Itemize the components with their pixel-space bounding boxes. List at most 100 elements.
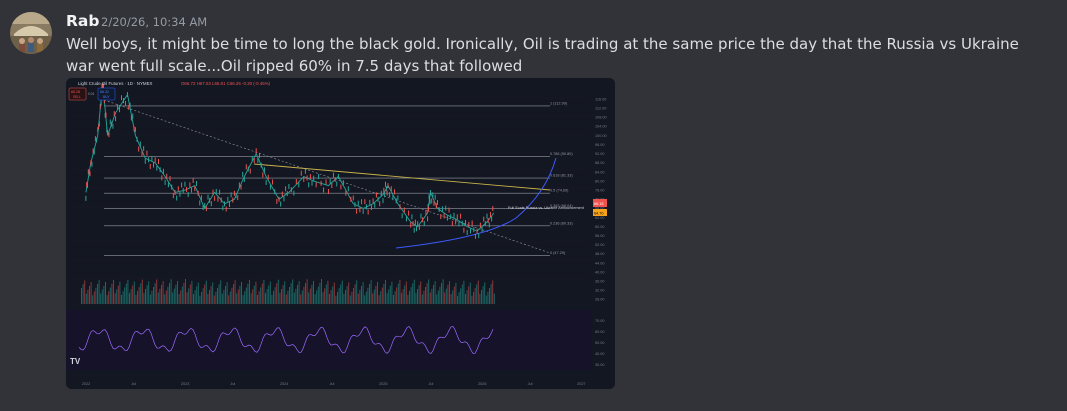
price-candle: [328, 189, 330, 195]
avatar[interactable]: [10, 12, 52, 54]
price-candle: [227, 196, 229, 202]
price-candle: [232, 197, 234, 203]
y-axis-tick-label: 80.00: [595, 179, 605, 183]
volume-bar: [188, 288, 190, 304]
price-candle: [243, 176, 245, 182]
price-candle: [245, 164, 247, 170]
price-candle: [102, 83, 104, 89]
price-candle: [215, 188, 217, 194]
volume-bar: [458, 292, 460, 304]
price-candle: [471, 220, 473, 226]
price-candle: [111, 121, 113, 127]
y-axis-tick-label: 48.00: [595, 252, 605, 256]
volume-bar: [258, 291, 260, 304]
volume-bar: [121, 295, 122, 304]
price-candle: [308, 182, 310, 188]
price-candle: [374, 202, 376, 208]
ohlc-readout: O66.72 H67.03 L65.81 C66.25 -0.30 (-0.45…: [181, 81, 271, 86]
price-candle: [103, 98, 105, 104]
price-candle: [259, 152, 261, 158]
price-candle: [483, 216, 485, 222]
volume-bar: [492, 280, 494, 304]
volume-bar: [490, 284, 492, 304]
volume-bar: [153, 287, 154, 304]
volume-bar: [404, 285, 406, 304]
volume-bar: [178, 294, 180, 304]
x-axis-tick-label: Jul: [329, 382, 334, 386]
volume-bar: [265, 293, 266, 304]
volume-bar: [493, 293, 495, 304]
price-candle: [98, 124, 100, 130]
volume-bar: [370, 280, 372, 304]
price-candle: [222, 205, 224, 211]
x-axis-tick-label: Jul: [131, 382, 136, 386]
price-candle: [124, 101, 126, 107]
volume-bar: [394, 291, 396, 304]
volume-bar: [305, 283, 306, 304]
price-candle: [416, 226, 418, 232]
volume-bar: [225, 286, 226, 304]
volume-bar: [122, 291, 124, 304]
volume-bar: [410, 287, 412, 304]
volume-bar: [385, 280, 386, 304]
volume-bar: [183, 282, 185, 304]
timestamp: 2/20/26, 10:34 AM: [101, 15, 208, 29]
price-line-tag: [593, 209, 607, 216]
volume-bar: [348, 282, 350, 304]
price-candle: [492, 206, 494, 212]
volume-bar: [237, 289, 239, 304]
price-candle: [91, 161, 93, 167]
price-candle: [390, 186, 392, 192]
price-candle: [474, 233, 476, 239]
price-candle: [134, 127, 136, 133]
price-candle: [478, 233, 480, 239]
current-price-tag: [593, 199, 607, 207]
price-candle: [403, 207, 405, 213]
price-candle: [251, 155, 253, 161]
price-candle: [320, 180, 322, 186]
price-candle: [194, 186, 196, 192]
sell-button[interactable]: [68, 87, 87, 101]
volume-bar: [119, 281, 121, 304]
price-candle: [195, 180, 197, 186]
volume-bar: [300, 294, 302, 304]
price-candle: [487, 218, 489, 224]
volume-bar: [477, 280, 479, 304]
message-text: Well boys, it might be time to long the …: [66, 35, 1019, 75]
price-candle: [466, 230, 468, 236]
volume-bar: [109, 287, 111, 304]
price-candle: [323, 187, 325, 193]
price-candle: [214, 195, 216, 201]
volume-bar: [324, 288, 326, 304]
volume-bar: [167, 286, 169, 304]
price-candle: [336, 181, 338, 187]
volume-bar: [204, 284, 206, 304]
price-candle: [441, 206, 443, 212]
chart-image-attachment[interactable]: 1 (112.99) 0.786 (90.80) 0.618 (81.33) 0.5 …: [66, 78, 615, 389]
price-candle: [149, 163, 151, 169]
volume-bar: [159, 288, 161, 304]
y-axis-tick-label: 84.00: [595, 170, 605, 174]
x-axis-tick-label: 2026: [478, 382, 486, 386]
volume-bar: [447, 284, 449, 304]
price-candle: [87, 183, 89, 189]
volume-bar: [274, 287, 276, 304]
price-candle: [276, 198, 278, 204]
volume-bar: [180, 290, 182, 304]
volume-bar: [463, 280, 465, 304]
volume-bar: [199, 295, 201, 304]
volume-bar: [378, 295, 380, 304]
volume-bar: [161, 285, 162, 304]
volume-bar: [306, 279, 308, 304]
volume-bar: [215, 291, 217, 304]
price-candle: [412, 221, 414, 227]
x-axis-tick-label: Jul: [528, 382, 533, 386]
username[interactable]: Rab: [66, 12, 100, 30]
price-candle: [375, 192, 377, 198]
buy-button[interactable]: [97, 87, 116, 101]
price-candle: [283, 196, 285, 202]
price-candle: [113, 111, 115, 117]
event-annotation: Full Scale Russia vs. Ukraine Announceme…: [508, 206, 585, 210]
price-candle: [181, 182, 183, 188]
volume-bar: [173, 288, 175, 304]
